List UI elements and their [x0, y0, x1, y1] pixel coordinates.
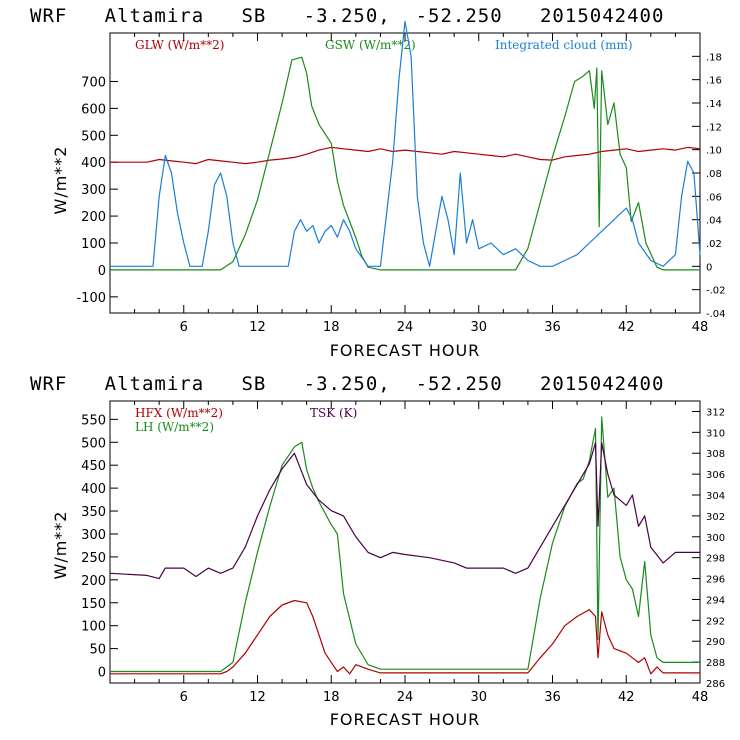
y2-tick-label: .06: [706, 192, 722, 203]
y-tick-label: 200: [81, 574, 106, 589]
x-tick-label: 18: [323, 690, 340, 705]
y2-tick-label: 290: [706, 637, 725, 648]
x-tick-label: 42: [618, 320, 635, 335]
y-tick-label: 350: [81, 505, 106, 520]
y-tick-label: 600: [81, 102, 106, 117]
y2-tick-label: 294: [706, 595, 725, 606]
y-axis-label: W/m**2: [51, 511, 70, 580]
y-tick-label: 400: [81, 156, 106, 171]
y-tick-label: 300: [81, 528, 106, 543]
x-axis-label: FORECAST HOUR: [330, 710, 481, 729]
x-tick-label: 6: [180, 320, 188, 335]
legend-entry: TSK (K): [310, 406, 357, 420]
y2-tick-label: .04: [706, 216, 722, 227]
y2-tick-label: -.04: [706, 309, 726, 320]
y2-tick-label: 310: [706, 428, 725, 439]
x-tick-label: 48: [692, 690, 709, 705]
legend-entry: GSW (W/m**2): [325, 38, 416, 52]
x-tick-label: 6: [180, 690, 188, 705]
series-line: [110, 56, 700, 271]
y2-tick-label: 304: [706, 491, 725, 502]
series-line: [110, 20, 701, 267]
y2-tick-label: .18: [706, 52, 722, 63]
chart-title: WRF Altamira SB -3.250, -52.250 20150424…: [30, 373, 664, 395]
x-tick-label: 24: [397, 690, 414, 705]
y-tick-label: -100: [76, 291, 106, 306]
y-tick-label: 0: [98, 264, 106, 279]
legend-entry: HFX (W/m**2): [135, 406, 223, 420]
y-tick-label: 250: [81, 551, 106, 566]
y-tick-label: 150: [81, 597, 106, 612]
y2-tick-label: .10: [706, 146, 722, 157]
y-tick-label: 50: [89, 643, 106, 658]
y-tick-label: 100: [81, 237, 106, 252]
x-tick-label: 30: [470, 690, 487, 705]
y2-tick-label: 312: [706, 407, 725, 418]
y2-tick-label: 308: [706, 449, 725, 460]
y-tick-label: 300: [81, 183, 106, 198]
plot-frame: [109, 32, 701, 314]
legend-entry: Integrated cloud (mm): [495, 38, 633, 52]
y-tick-label: 400: [81, 482, 106, 497]
y-tick-label: 500: [81, 129, 106, 144]
x-tick-label: 12: [249, 320, 266, 335]
series-line: [110, 146, 701, 165]
x-tick-label: 18: [323, 320, 340, 335]
y2-tick-label: .12: [706, 122, 722, 133]
x-tick-label: 36: [544, 320, 561, 335]
y2-tick-label: 288: [706, 658, 725, 669]
y-tick-label: 450: [81, 459, 106, 474]
x-tick-label: 12: [249, 690, 266, 705]
y-tick-label: 200: [81, 210, 106, 225]
y-tick-label: 0: [98, 666, 106, 681]
series-line: [110, 599, 700, 675]
series-line: [110, 416, 700, 673]
x-tick-label: 36: [544, 690, 561, 705]
y2-tick-label: 306: [706, 470, 725, 481]
y-axis-label: W/m**2: [51, 146, 70, 215]
x-axis-label: FORECAST HOUR: [330, 341, 481, 360]
x-tick-label: 24: [397, 320, 414, 335]
y-tick-label: 500: [81, 436, 106, 451]
y2-tick-label: -.02: [706, 286, 726, 297]
legend-entry: LH (W/m**2): [135, 420, 214, 434]
y2-tick-label: .02: [706, 239, 722, 250]
legend-entry: GLW (W/m**2): [135, 38, 224, 52]
y2-tick-label: 286: [706, 679, 725, 690]
y2-tick-label: 0: [706, 262, 712, 273]
y2-tick-label: .16: [706, 76, 722, 87]
chart-title: WRF Altamira SB -3.250, -52.250 20150424…: [30, 5, 664, 27]
y2-tick-label: .14: [706, 99, 722, 110]
x-tick-label: 48: [692, 320, 709, 335]
x-tick-label: 30: [470, 320, 487, 335]
y2-tick-label: .08: [706, 169, 722, 180]
y-tick-label: 700: [81, 75, 106, 90]
y2-tick-label: 296: [706, 575, 725, 586]
y-tick-label: 100: [81, 620, 106, 635]
y2-tick-label: 302: [706, 512, 725, 523]
y2-tick-label: 300: [706, 533, 725, 544]
x-tick-label: 42: [618, 690, 635, 705]
plot-frame: [109, 400, 701, 684]
y2-tick-label: 298: [706, 554, 725, 565]
series-line: [109, 442, 700, 580]
y-tick-label: 550: [81, 413, 106, 428]
y2-tick-label: 292: [706, 616, 725, 627]
